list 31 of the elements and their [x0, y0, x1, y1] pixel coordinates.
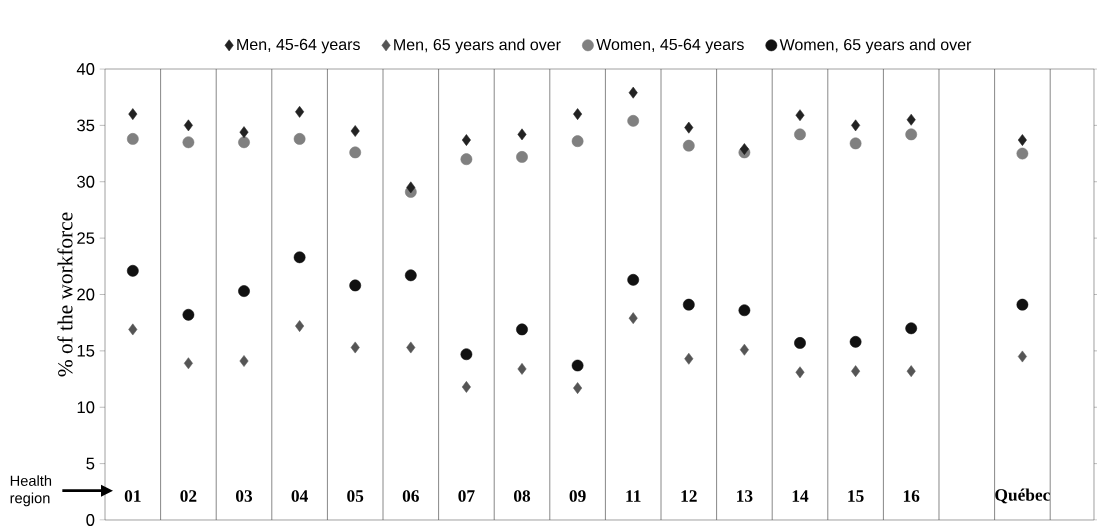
legend-label: Women, 45-64 years — [596, 38, 744, 54]
x-tick-label: 03 — [236, 490, 253, 502]
x-tick-label: 02 — [180, 490, 197, 502]
x-tick-label: 12 — [681, 490, 697, 502]
x-tick-label: 07 — [458, 490, 475, 502]
text: Health region — [10, 475, 52, 507]
y-axis-title: % of the workforce — [57, 212, 73, 377]
x-tick-label: 06 — [402, 490, 419, 502]
y-tick-label: 5 — [86, 457, 95, 470]
x-tick-label: Québec — [995, 488, 1050, 504]
x-tick-label: 15 — [848, 490, 864, 502]
x-tick-label: 05 — [347, 490, 364, 502]
x-tick-label: 08 — [514, 490, 531, 502]
legend-label: Men, 65 years and over — [394, 38, 561, 54]
y-tick-label: 25 — [77, 232, 95, 245]
y-tick-label: 35 — [77, 119, 95, 132]
y-tick-label: 15 — [77, 345, 95, 357]
x-tick-label: 16 — [903, 490, 920, 502]
y-tick-label: 40 — [76, 63, 95, 75]
legend-label: Women, 65 years and over — [779, 38, 972, 54]
y-tick-label: 30 — [77, 175, 95, 188]
y-tick-label: 10 — [77, 401, 95, 414]
x-tick-label: 04 — [291, 490, 308, 502]
x-tick-label: 14 — [792, 490, 809, 502]
y-tick-label: 20 — [77, 288, 95, 301]
legend-label: Men, 45-64 years — [237, 38, 360, 54]
x-tick-label: 13 — [737, 490, 753, 502]
x-tick-label: 11 — [626, 490, 641, 502]
x-tick-label: 09 — [569, 490, 586, 502]
x-tick-label: 01 — [124, 490, 141, 502]
y-tick-label: 0 — [86, 514, 95, 526]
